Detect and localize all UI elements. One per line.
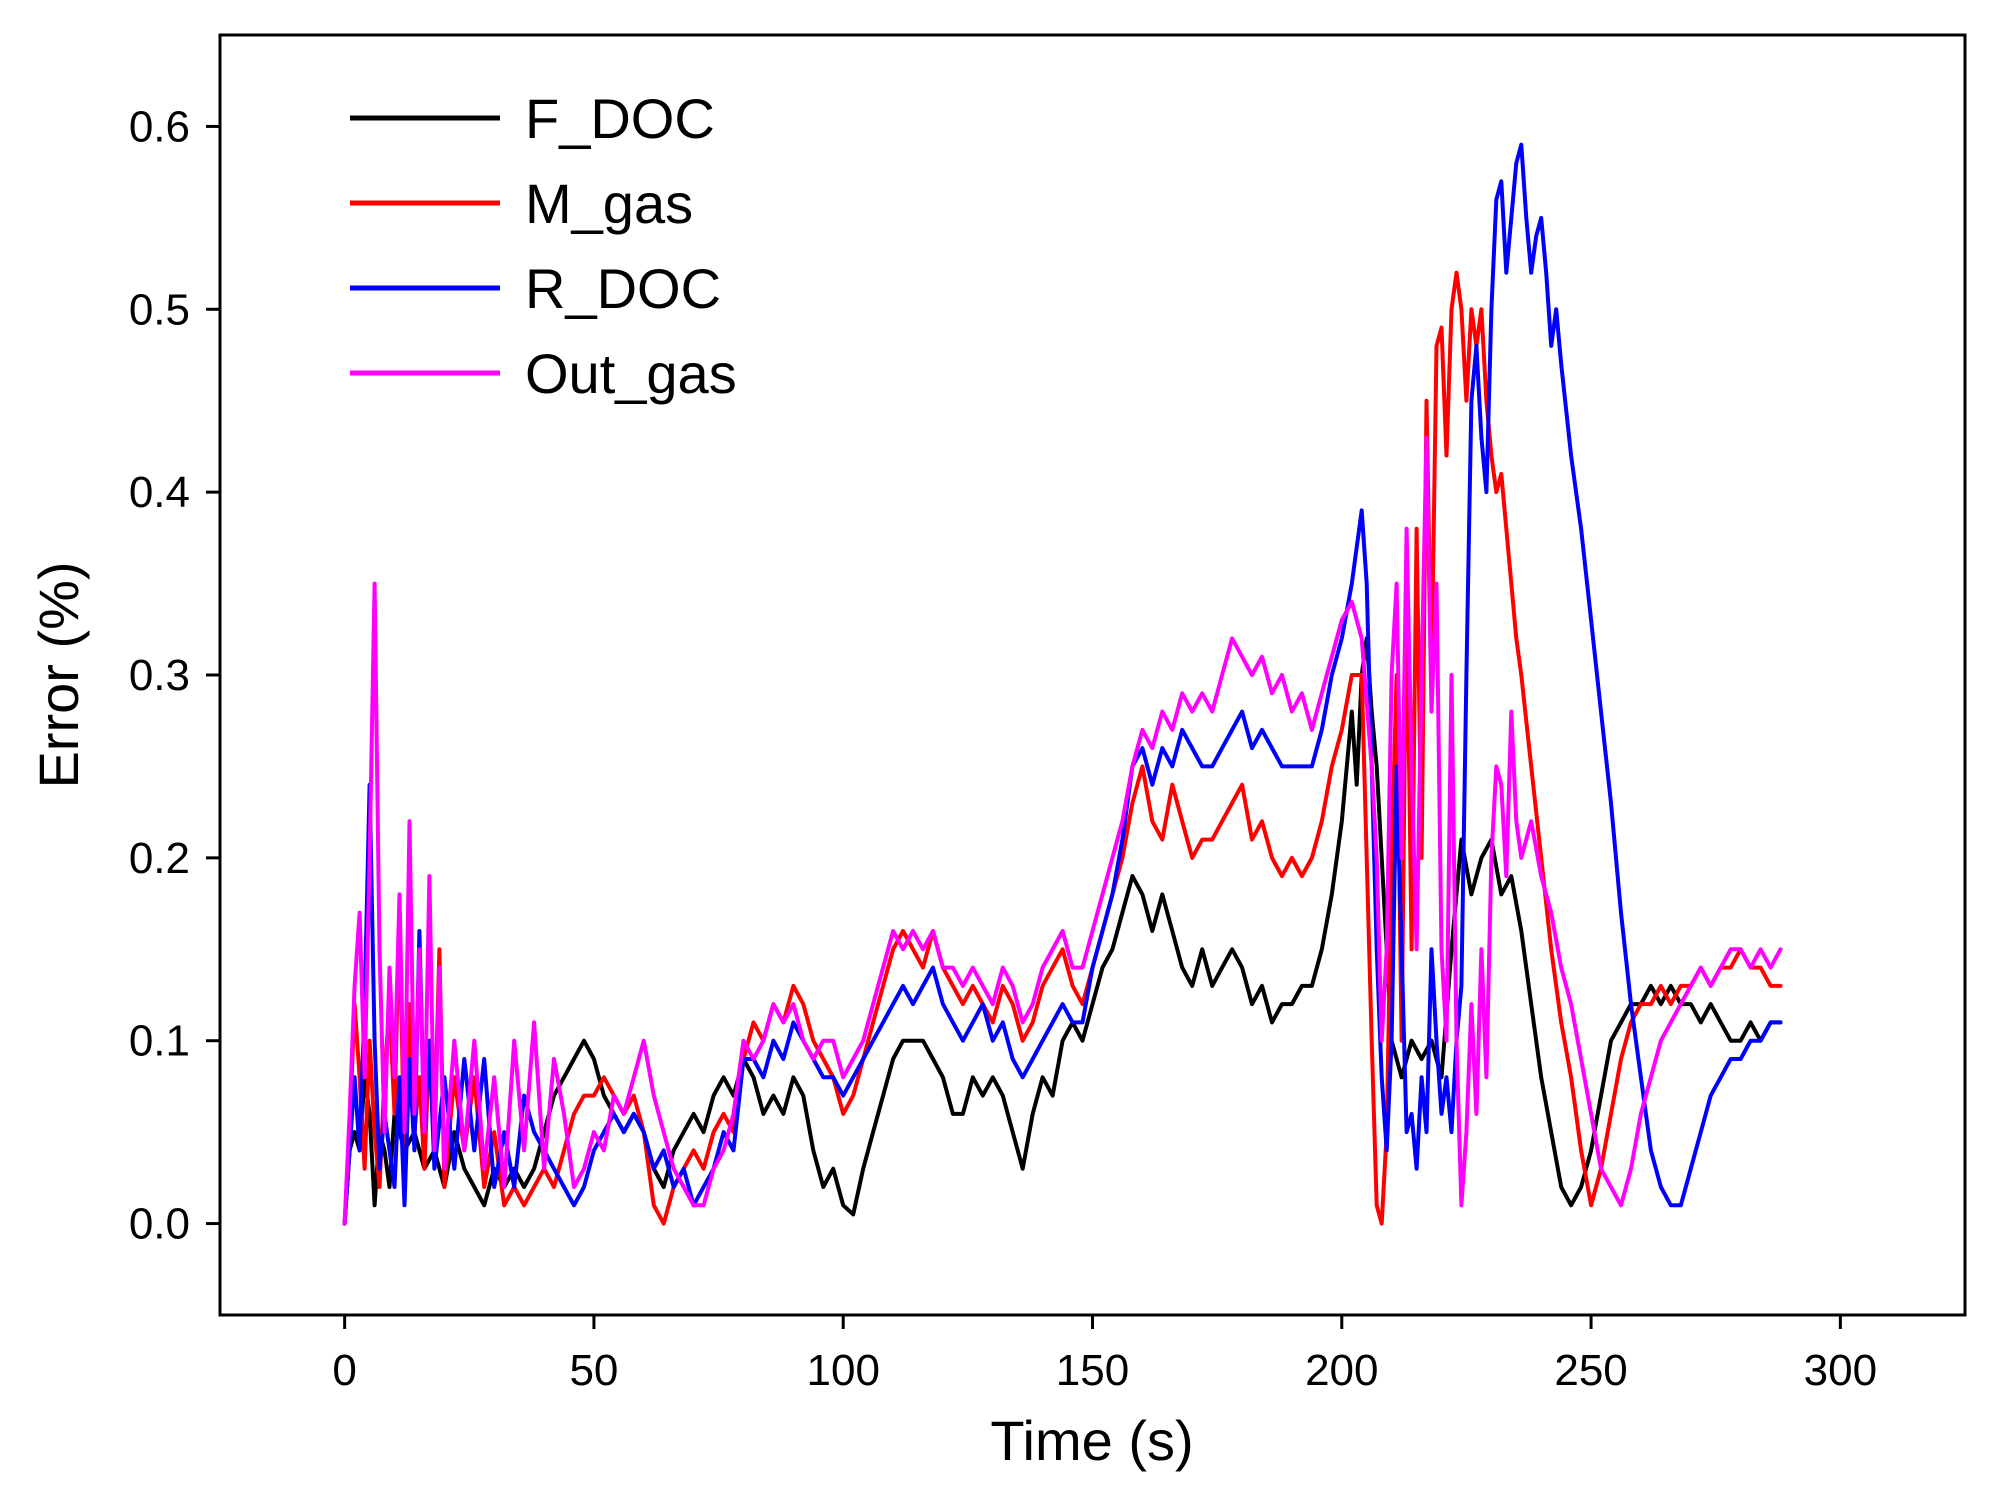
legend: F_DOC M_gas R_DOC Out_gas	[350, 87, 737, 405]
legend-label-m-gas: M_gas	[525, 172, 693, 235]
y-tick-label: 0.6	[129, 102, 190, 151]
x-tick-label: 200	[1305, 1346, 1378, 1395]
legend-label-out-gas: Out_gas	[525, 342, 737, 405]
y-tick-label: 0.2	[129, 834, 190, 883]
y-tick-label: 0.4	[129, 468, 190, 517]
x-axis-title: Time (s)	[990, 1409, 1193, 1472]
y-tick-label: 0.1	[129, 1017, 190, 1066]
x-tick-label: 0	[332, 1346, 356, 1395]
y-axis-title: Error (%)	[27, 561, 90, 788]
legend-label-r-doc: R_DOC	[525, 257, 721, 320]
x-tick-label: 300	[1804, 1346, 1877, 1395]
series-group	[342, 142, 1783, 1226]
series-line-out-gas	[342, 435, 1783, 1226]
x-axis-ticks: 0 50 100 150 200 250 300	[332, 1315, 1877, 1395]
y-tick-label: 0.0	[129, 1200, 190, 1249]
x-tick-label: 150	[1056, 1346, 1129, 1395]
y-axis-ticks: 0.0 0.1 0.2 0.3 0.4 0.5 0.6	[129, 102, 220, 1249]
x-tick-label: 250	[1554, 1346, 1627, 1395]
x-tick-label: 100	[807, 1346, 880, 1395]
x-tick-label: 50	[569, 1346, 618, 1395]
y-tick-label: 0.3	[129, 651, 190, 700]
legend-label-f-doc: F_DOC	[525, 87, 715, 150]
y-tick-label: 0.5	[129, 285, 190, 334]
